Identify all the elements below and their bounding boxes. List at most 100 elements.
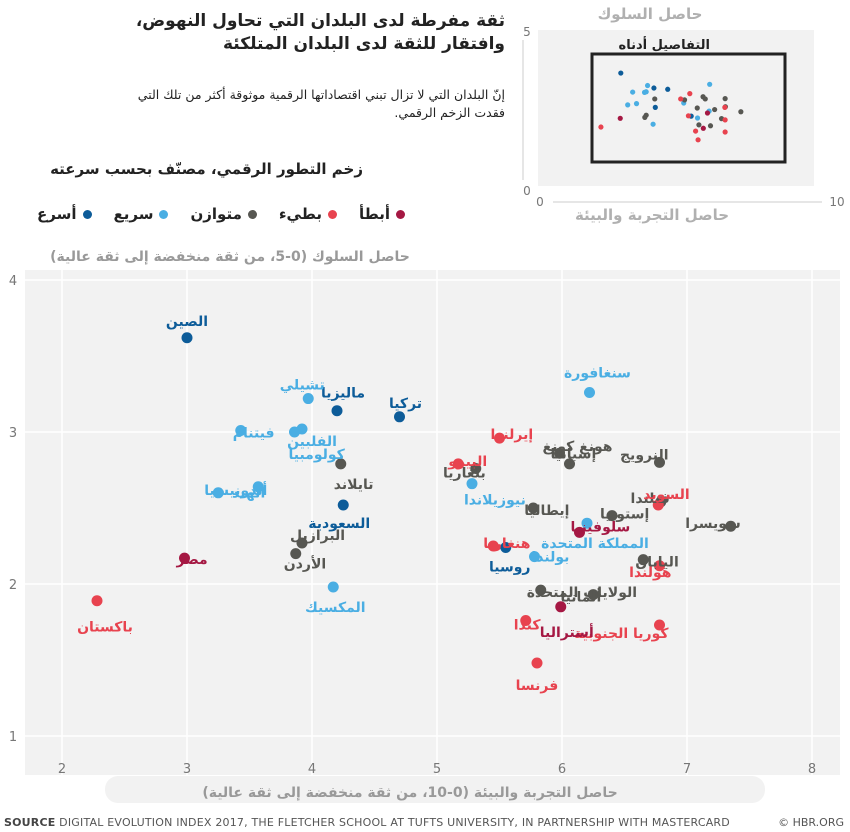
point-slow[interactable]	[654, 619, 665, 631]
x-tick-label: 8	[808, 762, 816, 777]
point-fast[interactable]	[466, 478, 478, 490]
point-label: إيطاليا	[524, 503, 569, 519]
point-fast[interactable]	[235, 424, 247, 436]
point-label: هنغاريا	[483, 536, 530, 552]
point-label: ماليزيا	[321, 386, 365, 402]
point-fast[interactable]	[584, 386, 595, 398]
point-balanced[interactable]	[290, 548, 302, 560]
point-fast[interactable]	[289, 426, 300, 438]
point-label: ألمانيا	[560, 588, 601, 606]
point-label: فيتنام	[233, 425, 275, 441]
x-tick-label: 5	[433, 762, 441, 777]
legend-label: متوازن	[190, 205, 242, 223]
point-slow[interactable]	[494, 432, 505, 444]
point-slow[interactable]	[531, 657, 543, 669]
x-tick-label: 7	[683, 762, 691, 777]
x-tick-label: 6	[558, 762, 566, 777]
point-fastest[interactable]	[394, 411, 405, 423]
point-fast[interactable]	[581, 517, 593, 529]
point-label: السويد	[643, 487, 689, 503]
point-fastest[interactable]	[331, 405, 343, 417]
point-slow[interactable]	[652, 499, 664, 511]
credit: © HBR.ORG	[778, 816, 844, 829]
point-label: مصر	[176, 552, 208, 568]
point-label: كولومبيا	[289, 447, 346, 463]
point-slowest[interactable]	[179, 552, 190, 564]
y-tick-label: 3	[9, 426, 17, 441]
point-label: بولندا	[532, 550, 570, 566]
point-fastest[interactable]	[500, 542, 512, 554]
legend-label: أبطأ	[358, 205, 390, 223]
legend-label: بطيء	[278, 205, 322, 223]
point-slow[interactable]	[654, 560, 665, 572]
plot-area	[25, 270, 840, 775]
point-slow[interactable]	[487, 540, 499, 552]
point-label: كوريا الجنوبية	[574, 626, 669, 642]
legend-dot	[159, 209, 169, 219]
x-tick-label: 2	[58, 762, 66, 777]
point-balanced[interactable]	[470, 462, 482, 474]
point-label: البيرو	[447, 454, 487, 470]
y-tick-label: 2	[9, 578, 17, 593]
point-slow[interactable]	[520, 614, 532, 626]
title-line-2: وافتقار للثقة لدى البلدان المتلكئة	[222, 34, 505, 54]
legend-label: أسرع	[37, 205, 77, 223]
point-label: فرنسا	[516, 678, 559, 694]
data-points	[91, 332, 737, 669]
point-balanced[interactable]	[725, 520, 737, 532]
point-label: بلغاريا	[443, 465, 486, 481]
point-label: المكسيك	[305, 600, 366, 616]
point-balanced[interactable]	[296, 537, 308, 549]
point-label: الهند	[232, 486, 265, 502]
point-balanced[interactable]	[564, 458, 575, 470]
point-label: سلوفينيا	[571, 519, 631, 535]
source-text: DIGITAL EVOLUTION INDEX 2017, THE FLETCH…	[59, 816, 730, 829]
point-balanced[interactable]	[335, 458, 347, 470]
point-label: فنلندا	[631, 491, 670, 507]
source-note: SOURCE DIGITAL EVOLUTION INDEX 2017, THE…	[4, 816, 730, 829]
point-balanced[interactable]	[606, 510, 618, 522]
point-label: البرازيل	[290, 528, 345, 544]
point-fast[interactable]	[529, 551, 540, 563]
point-balanced[interactable]	[554, 447, 565, 459]
point-label: إسبانيا	[551, 446, 597, 462]
point-label: الأردن	[284, 556, 326, 573]
x-axis-label-bg	[105, 776, 765, 803]
point-slow[interactable]	[452, 458, 464, 470]
point-slowest[interactable]	[555, 601, 567, 613]
point-label: تشيلي	[280, 378, 325, 394]
legend-item-slow: بطيء	[279, 205, 337, 223]
point-label: النرويج	[620, 447, 669, 463]
point-label: تركيا	[389, 396, 422, 412]
point-balanced[interactable]	[654, 456, 665, 468]
legend-dot	[247, 209, 257, 219]
subtitle-line-1: إنّ البلدان التي لا تزال تبني اقتصاداتها…	[137, 87, 505, 102]
point-fastest[interactable]	[181, 332, 193, 344]
x-axis-label: حاصل التجربة والبيئة (0-10، من ثقة منخفض…	[202, 785, 617, 801]
point-balanced[interactable]	[637, 554, 649, 566]
point-fast[interactable]	[302, 393, 314, 405]
y-tick-label: 1	[9, 730, 17, 745]
point-balanced[interactable]	[535, 584, 547, 596]
point-label: الصين	[166, 314, 208, 330]
gridlines	[25, 270, 840, 775]
point-slowest[interactable]	[574, 526, 585, 538]
point-label: أستراليا	[540, 623, 594, 641]
legend-dot	[396, 209, 405, 219]
point-fastest[interactable]	[337, 499, 349, 511]
legend-item-balanced: متوازن	[190, 205, 257, 223]
point-label: أندونيسيا	[204, 481, 267, 499]
point-fast[interactable]	[252, 481, 264, 493]
point-fast[interactable]	[212, 487, 224, 499]
legend-item-fast: سريع	[114, 205, 169, 223]
point-slow[interactable]	[91, 595, 103, 607]
point-fast[interactable]	[327, 581, 339, 593]
legend-item-slowest: أبطأ	[359, 205, 405, 223]
legend-item-fastest: أسرع	[37, 205, 92, 223]
title-line-1: ثقة مفرطة لدى البلدان التي تحاول النهوض،	[135, 11, 505, 31]
point-balanced[interactable]	[587, 589, 599, 601]
point-label: تايلاند	[334, 477, 374, 493]
point-balanced[interactable]	[527, 502, 539, 514]
point-label: سنغافورة	[564, 365, 631, 381]
